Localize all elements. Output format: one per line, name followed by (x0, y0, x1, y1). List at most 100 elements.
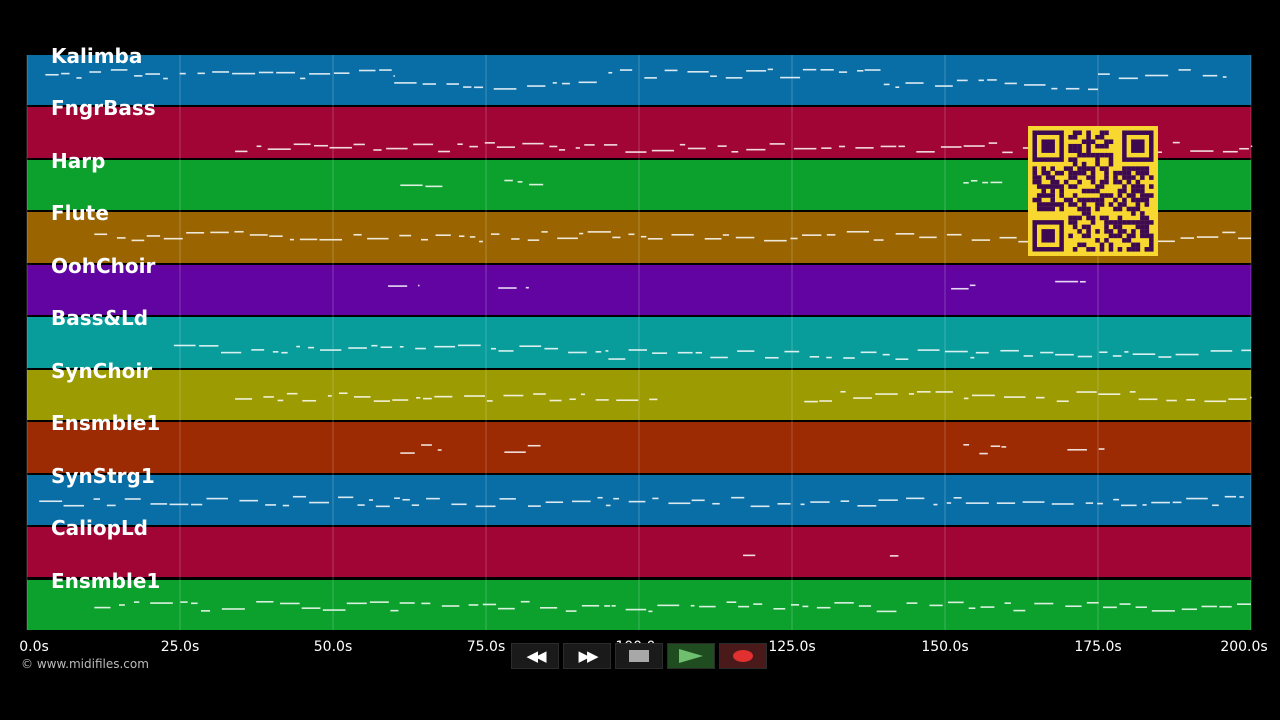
note-mark (499, 498, 516, 500)
note-mark (249, 234, 268, 236)
note-mark (562, 82, 570, 85)
note-mark (873, 239, 884, 241)
note-mark (1210, 350, 1233, 352)
note-mark (314, 144, 329, 147)
track-label: SynChoir (51, 358, 153, 383)
note-mark (359, 69, 376, 72)
note-mark (802, 68, 817, 71)
note-mark (916, 151, 935, 153)
note-mark (338, 392, 348, 395)
time-tick-label: 200.0s (1220, 639, 1268, 655)
note-mark (533, 393, 546, 395)
note-mark (292, 495, 307, 498)
time-tick-label: 25.0s (160, 639, 200, 655)
note-mark (133, 601, 140, 603)
note-mark (820, 68, 834, 71)
note-mark (677, 351, 693, 354)
note-mark (1055, 353, 1074, 356)
note-mark (575, 147, 580, 149)
note-mark (764, 239, 787, 242)
note-mark (1186, 497, 1208, 500)
note-mark (1076, 391, 1097, 393)
note-mark (878, 499, 898, 501)
note-mark (373, 149, 382, 151)
note-mark (490, 347, 496, 350)
note-mark (169, 503, 189, 506)
note-mark (421, 238, 429, 241)
note-mark (1120, 504, 1137, 507)
note-mark (853, 397, 872, 399)
note-mark (840, 500, 850, 502)
note-mark (541, 231, 548, 233)
note-mark (1175, 353, 1199, 356)
note-mark (191, 602, 198, 605)
note-mark (482, 603, 497, 606)
note-mark (464, 395, 485, 397)
note-mark (1099, 351, 1108, 354)
note-mark (134, 75, 143, 77)
note-mark (379, 69, 392, 71)
note-mark (821, 147, 832, 149)
note-mark (990, 181, 1003, 184)
note-mark (369, 601, 389, 603)
note-mark (906, 602, 918, 604)
note-mark (435, 234, 451, 237)
rewind-button[interactable]: ◀◀ (511, 643, 559, 669)
note-mark (197, 72, 205, 75)
note-mark (319, 238, 343, 241)
note-mark (272, 351, 279, 353)
note-mark (710, 356, 728, 359)
note-mark (423, 397, 432, 400)
note-mark (704, 237, 722, 240)
note-mark (475, 505, 496, 508)
note-mark (300, 77, 306, 80)
note-mark (392, 399, 409, 401)
note-mark (544, 347, 559, 350)
note-mark (329, 146, 352, 149)
note-mark (687, 147, 706, 150)
track-label: Harp (51, 148, 106, 173)
note-mark (605, 504, 611, 507)
note-mark (400, 452, 415, 454)
note-mark (838, 71, 848, 73)
note-mark (94, 606, 111, 609)
note-mark (717, 145, 727, 147)
stop-button[interactable] (615, 643, 663, 669)
track-lane (27, 527, 1251, 578)
note-mark (1000, 349, 1019, 352)
note-mark (545, 501, 564, 504)
note-mark (608, 358, 626, 360)
note-mark (425, 185, 443, 188)
note-mark (371, 344, 378, 347)
note-mark (322, 609, 346, 611)
note-mark (860, 351, 877, 354)
note-mark (908, 393, 915, 395)
note-mark (905, 82, 924, 84)
note-mark (651, 149, 675, 152)
note-mark (1132, 353, 1156, 355)
note-mark (963, 182, 969, 184)
record-button[interactable] (719, 643, 767, 669)
note-mark (437, 449, 442, 451)
track-lane (27, 55, 1251, 106)
track-label: FngrBass (51, 96, 156, 121)
note-mark (493, 88, 517, 90)
note-mark (368, 499, 374, 501)
note-mark (743, 554, 756, 557)
note-mark (882, 353, 890, 356)
note-mark (61, 72, 70, 75)
note-mark (664, 69, 678, 72)
note-mark (421, 444, 432, 446)
note-mark (625, 608, 647, 611)
note-mark (1119, 603, 1131, 605)
note-mark (256, 600, 274, 603)
note-mark (604, 605, 611, 607)
fast-forward-button[interactable]: ▶▶ (563, 643, 611, 669)
note-mark (876, 610, 897, 613)
note-mark (251, 349, 265, 351)
note-mark (269, 235, 283, 237)
note-mark (386, 147, 408, 150)
play-button[interactable] (667, 643, 715, 669)
